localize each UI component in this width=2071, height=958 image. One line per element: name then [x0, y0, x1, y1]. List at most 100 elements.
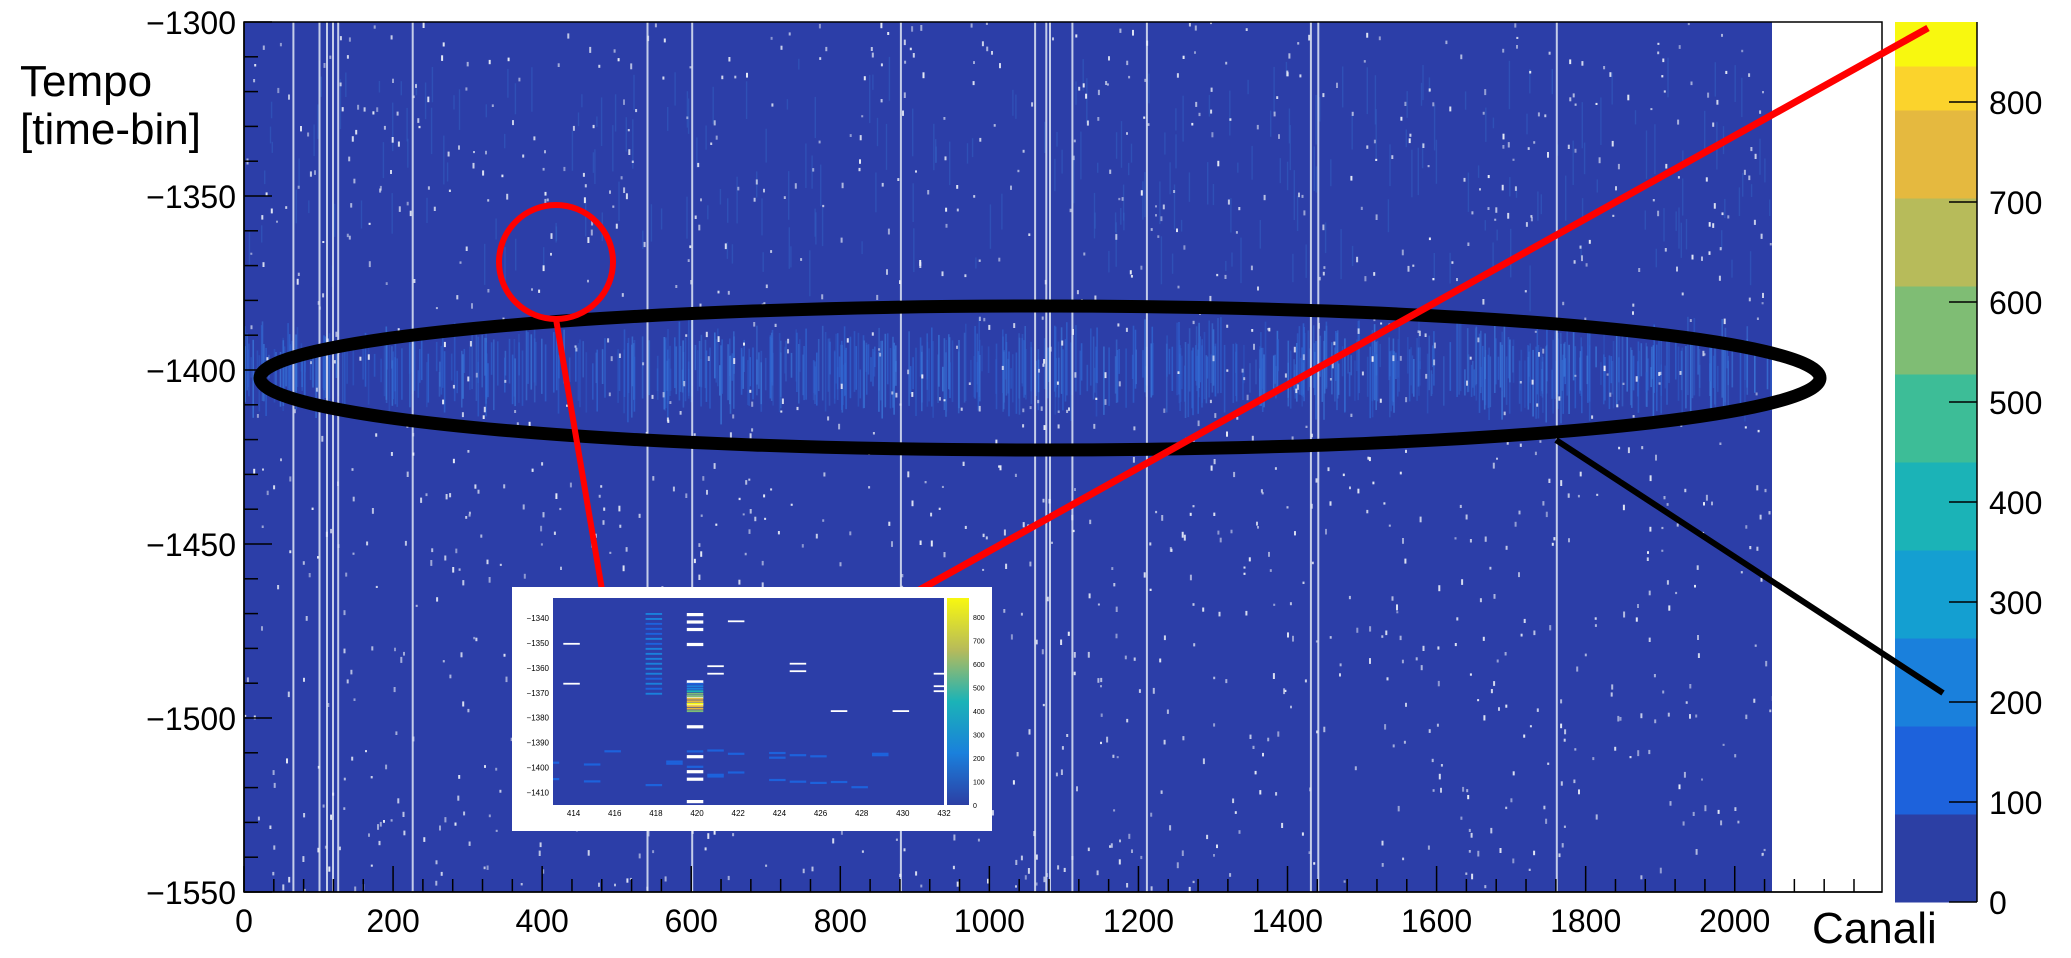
band-hit	[1712, 355, 1715, 388]
texture-hit	[1075, 81, 1077, 105]
noise-hit	[1516, 45, 1518, 49]
noise-hit	[1295, 388, 1298, 394]
noise-hit	[1381, 863, 1384, 867]
noise-hit	[1536, 403, 1539, 407]
band-hit	[388, 338, 391, 418]
noise-hit	[1560, 781, 1563, 786]
noise-hit	[1177, 371, 1180, 374]
texture-hit	[1492, 117, 1495, 129]
noise-hit	[345, 572, 348, 577]
noise-hit	[887, 32, 890, 35]
noise-hit	[471, 303, 473, 309]
noise-hit	[713, 830, 716, 835]
band-hit	[579, 339, 581, 408]
channel-stripe	[318, 22, 321, 892]
noise-hit	[1479, 598, 1482, 603]
x-axis: 0 200 400 600 800 1000 1200 1400 1600 1800 2000	[235, 866, 1882, 939]
noise-hit	[1392, 744, 1395, 748]
noise-hit	[1350, 413, 1353, 417]
noise-hit	[1428, 729, 1431, 733]
band-hit	[1249, 363, 1251, 393]
noise-hit	[1022, 522, 1025, 528]
band-hit	[1563, 343, 1565, 377]
noise-hit	[458, 568, 461, 571]
noise-hit	[1245, 28, 1248, 31]
band-hit	[1411, 355, 1414, 394]
noise-hit	[986, 46, 989, 52]
noise-hit	[266, 490, 269, 496]
texture-hit	[1305, 244, 1307, 278]
noise-hit	[920, 25, 923, 31]
noise-hit	[1691, 254, 1694, 260]
noise-hit	[1510, 798, 1513, 803]
band-hit	[1568, 362, 1570, 392]
band-hit	[453, 322, 456, 402]
noise-hit	[473, 151, 475, 154]
noise-hit	[1097, 117, 1100, 121]
noise-hit	[1373, 272, 1376, 276]
noise-hit	[462, 580, 465, 586]
noise-hit	[1225, 61, 1228, 65]
band-hit	[631, 336, 634, 387]
texture-hit	[1182, 95, 1184, 142]
texture-hit	[814, 96, 816, 139]
inset-x-tick-label: 426	[814, 809, 828, 818]
noise-hit	[749, 509, 752, 514]
x-tick-label: 2000	[1699, 903, 1770, 939]
noise-hit	[1748, 297, 1751, 302]
noise-hit	[1310, 433, 1313, 438]
band-hit	[1770, 358, 1772, 411]
band-hit	[419, 349, 421, 383]
noise-hit	[300, 126, 302, 132]
texture-hit	[1230, 198, 1232, 233]
noise-hit	[1665, 163, 1668, 169]
noise-hit	[1579, 245, 1582, 249]
noise-hit	[1140, 855, 1143, 860]
band-hit	[352, 346, 355, 386]
noise-hit	[1534, 330, 1537, 333]
band-hit	[1062, 349, 1064, 411]
band-hit	[853, 331, 856, 392]
band-hit	[633, 356, 636, 412]
band-hit	[1408, 349, 1411, 402]
band-hit	[252, 339, 254, 418]
texture-hit	[1634, 110, 1637, 125]
noise-hit	[978, 405, 981, 412]
noise-hit	[1210, 87, 1213, 92]
texture-hit	[1750, 184, 1753, 197]
noise-hit	[1121, 197, 1124, 201]
noise-hit	[915, 871, 918, 876]
band-hit	[1417, 347, 1420, 387]
noise-hit	[1152, 687, 1155, 694]
noise-hit	[607, 338, 610, 343]
band-hit	[1466, 328, 1469, 393]
colorbar-step	[1895, 22, 1977, 67]
noise-hit	[689, 66, 692, 69]
texture-hit	[313, 124, 315, 157]
noise-hit	[1637, 604, 1639, 608]
texture-hit	[1738, 187, 1741, 216]
band-hit	[1356, 339, 1358, 371]
noise-hit	[1249, 734, 1252, 739]
texture-hit	[696, 137, 698, 168]
noise-hit	[436, 597, 439, 602]
band-hit	[921, 351, 923, 412]
noise-hit	[495, 829, 498, 832]
band-hit	[667, 329, 669, 404]
band-hit	[568, 357, 571, 382]
noise-hit	[456, 295, 459, 300]
noise-hit	[482, 170, 485, 176]
noise-hit	[1771, 696, 1772, 701]
band-hit	[1152, 342, 1154, 395]
inset-x-tick-label: 422	[732, 809, 746, 818]
noise-hit	[1719, 247, 1722, 251]
noise-band-ellipse	[253, 299, 1827, 457]
noise-hit	[1757, 429, 1760, 433]
inset-cell	[645, 632, 663, 635]
inset-cell	[645, 652, 663, 655]
texture-hit	[1374, 75, 1377, 125]
noise-hit	[367, 354, 370, 360]
texture-hit	[1667, 57, 1669, 98]
noise-hit	[945, 223, 948, 228]
band-hit	[1390, 350, 1392, 412]
